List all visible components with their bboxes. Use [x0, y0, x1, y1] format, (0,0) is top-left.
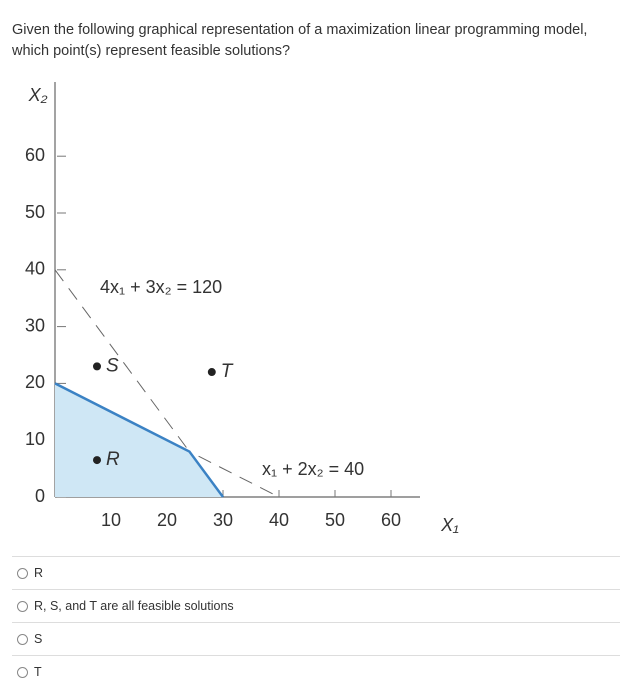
- lp-chart: X₂ X₁ 0 10 20 30 40 50 60 10 20 30 40 50 60 4x₁ + 3x₂ =…: [25, 82, 459, 535]
- x-tick-label: 10: [101, 510, 121, 530]
- point-label: R: [106, 449, 120, 470]
- y-tick-label: 20: [25, 372, 45, 392]
- answer-option[interactable]: T: [12, 655, 620, 688]
- answer-option[interactable]: S: [12, 622, 620, 655]
- y-tick-label: 10: [25, 429, 45, 449]
- y-tick-label: 50: [25, 202, 45, 222]
- x-tick-label: 40: [269, 510, 289, 530]
- x-tick-label: 20: [157, 510, 177, 530]
- answer-option[interactable]: R, S, and T are all feasible solutions: [12, 589, 620, 622]
- question-text: Given the following graphical representa…: [12, 22, 588, 59]
- point: [93, 362, 101, 371]
- point: [207, 368, 216, 377]
- radio-button[interactable]: [17, 633, 28, 645]
- feasible-boundary: [54, 382, 225, 498]
- option-text: S: [34, 632, 43, 646]
- y-tick-label: 40: [25, 259, 45, 279]
- constraint-label: 4x₁ + 3x₂ = 120: [100, 277, 222, 297]
- feasible-region: [55, 383, 223, 497]
- y-tick-label: 60: [25, 145, 45, 165]
- radio-button[interactable]: [17, 567, 28, 579]
- x-tick-label: 60: [381, 510, 401, 530]
- option-text: T: [34, 665, 42, 679]
- point-label: T: [221, 361, 234, 382]
- y-axis-label: X₂: [28, 85, 48, 105]
- x-axis-label: X₁: [440, 515, 459, 535]
- option-text: R: [34, 566, 44, 580]
- constraint-label: x₁ + 2x₂ = 40: [262, 459, 364, 479]
- option-text: R, S, and T are all feasible solutions: [34, 599, 234, 613]
- radio-button[interactable]: [17, 600, 28, 612]
- point-label: S: [106, 355, 119, 376]
- y-tick-label: 30: [25, 315, 45, 335]
- x-tick-label: 50: [325, 510, 345, 530]
- radio-button[interactable]: [17, 666, 28, 678]
- y-tick-label: 0: [35, 486, 45, 506]
- answer-option[interactable]: R: [12, 556, 620, 589]
- point: [93, 456, 101, 465]
- x-tick-label: 30: [213, 510, 233, 530]
